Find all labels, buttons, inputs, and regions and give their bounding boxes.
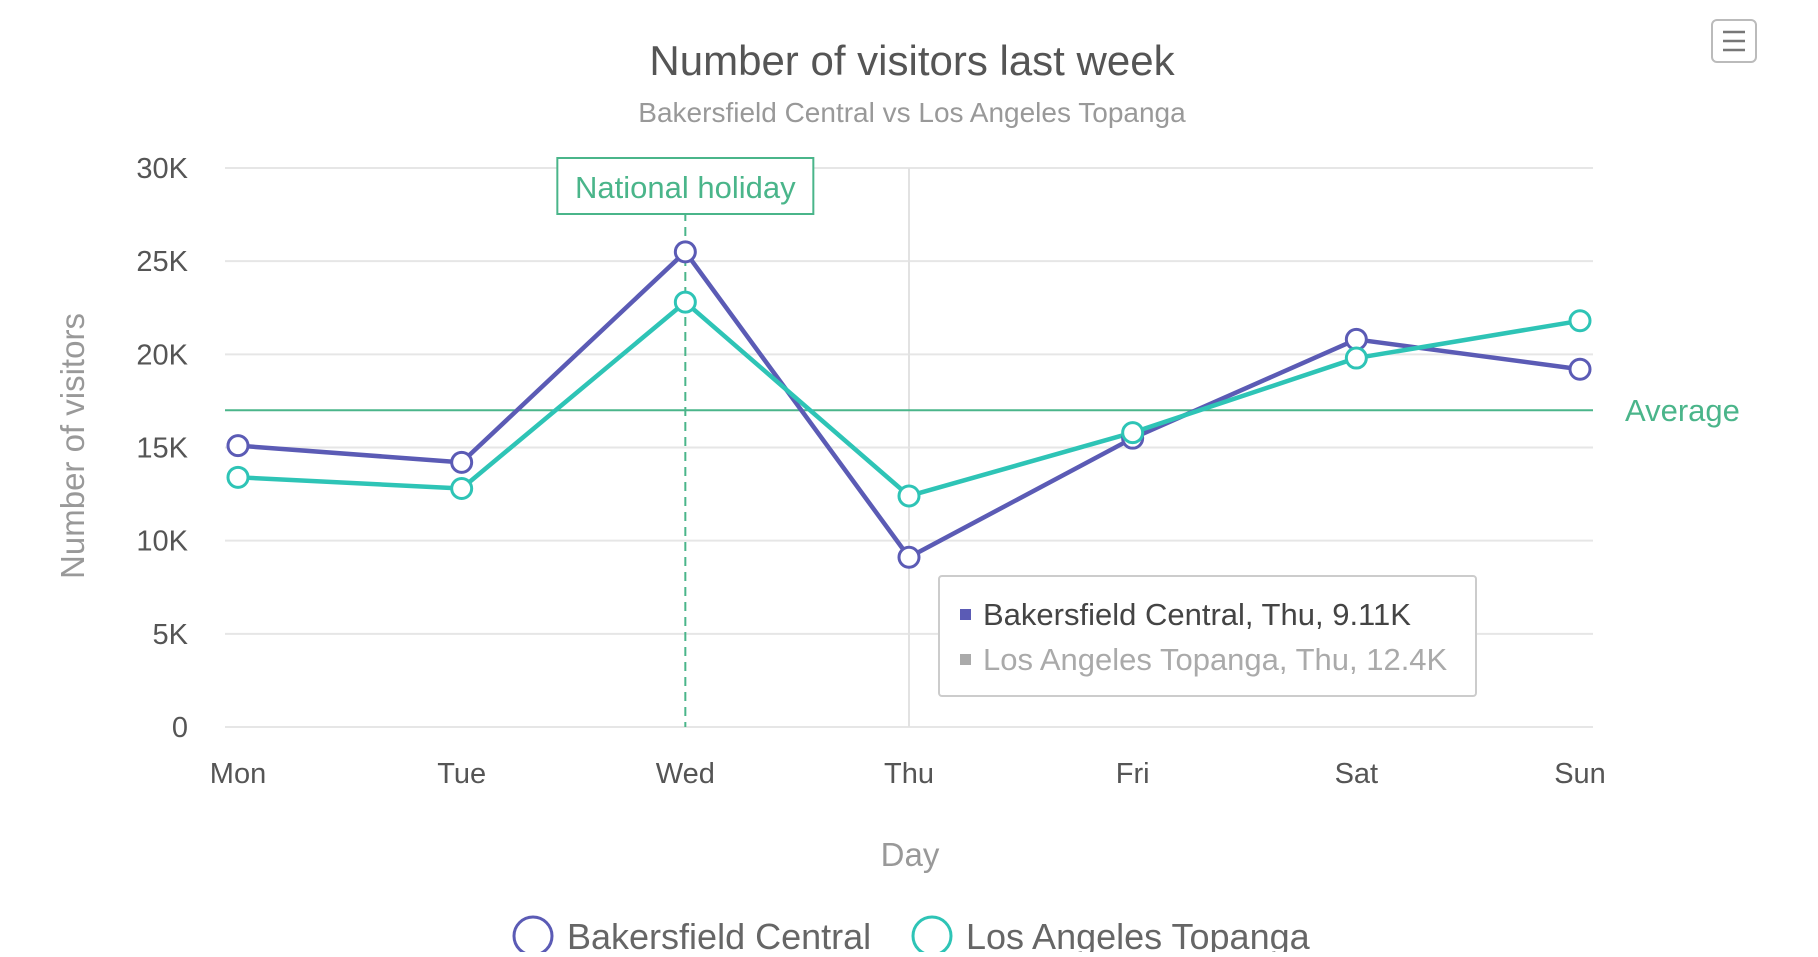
tooltip-marker-1 (960, 609, 971, 620)
x-tick-label-mon: Mon (210, 758, 266, 790)
tooltip-line-1: Bakersfield Central, Thu, 9.11K (983, 597, 1411, 632)
y-tick-label-5: 25K (136, 246, 188, 278)
axis-layer: 0 5K 10K 15K 20K 25K 30K Mon Tue Wed Thu Fri Sat Sun (136, 153, 1605, 790)
x-tick-label-tue: Tue (437, 758, 486, 790)
annotation-layer: Average National holiday (225, 157, 1740, 727)
data-point-s2-wed (673, 290, 697, 314)
data-point-s2-sun (1568, 309, 1592, 333)
data-point-s1-mon (226, 434, 250, 458)
data-point-s1-wed (673, 240, 697, 264)
data-point-s1-thu (897, 545, 921, 569)
legend-marker-series-1 (512, 915, 554, 957)
data-point-s1-tue (450, 450, 474, 474)
legend-label-series-2: Los Angeles Topanga (966, 916, 1311, 952)
legend-marker-series-2 (911, 915, 953, 957)
tooltip-layer: Bakersfield Central, Thu, 9.11K Los Angel… (938, 575, 1477, 697)
data-point-s1-sun (1568, 357, 1592, 381)
x-tick-label-wed: Wed (656, 758, 715, 790)
tooltip: Bakersfield Central, Thu, 9.11K Los Angel… (938, 575, 1477, 697)
x-axis-title: Day (881, 836, 940, 873)
chart-title: Number of visitors last week (649, 37, 1175, 84)
holiday-label-box (556, 157, 815, 215)
y-tick-label-1: 5K (153, 619, 189, 651)
y-tick-label-2: 10K (136, 526, 188, 558)
holiday-label: National holiday (575, 170, 796, 205)
y-axis-title: Number of visitors (54, 313, 91, 579)
grid-layer (225, 167, 1593, 728)
series-layer (226, 240, 1592, 569)
y-tick-label-0: 0 (172, 712, 188, 744)
chart-subtitle: Bakersfield Central vs Los Angeles Topan… (638, 97, 1186, 128)
legend-label-series-1: Bakersfield Central (567, 916, 871, 952)
data-point-s1-sat (1344, 327, 1368, 351)
data-point-s2-sat (1344, 346, 1368, 370)
average-label: Average (1625, 393, 1740, 428)
x-tick-label-sun: Sun (1554, 758, 1606, 790)
tooltip-box (938, 575, 1477, 697)
legend-item-series-2[interactable]: Los Angeles Topanga (911, 915, 1311, 957)
hamburger-menu-icon[interactable] (1711, 19, 1757, 63)
legend-item-series-1[interactable]: Bakersfield Central (512, 915, 871, 957)
tooltip-line-2: Los Angeles Topanga, Thu, 12.4K (983, 642, 1448, 677)
x-tick-label-fri: Fri (1116, 758, 1150, 790)
data-point-s2-fri (1121, 421, 1145, 445)
y-tick-label-4: 20K (136, 339, 188, 371)
data-point-s2-tue (450, 476, 474, 500)
x-tick-label-thu: Thu (884, 758, 934, 790)
data-point-s2-thu (897, 484, 921, 508)
x-tick-label-sat: Sat (1335, 758, 1379, 790)
tooltip-marker-2 (960, 654, 971, 665)
data-point-s2-mon (226, 465, 250, 489)
legend: Bakersfield Central Los Angeles Topanga (512, 915, 1311, 957)
y-tick-label-6: 30K (136, 153, 188, 185)
y-tick-label-3: 15K (136, 433, 188, 465)
